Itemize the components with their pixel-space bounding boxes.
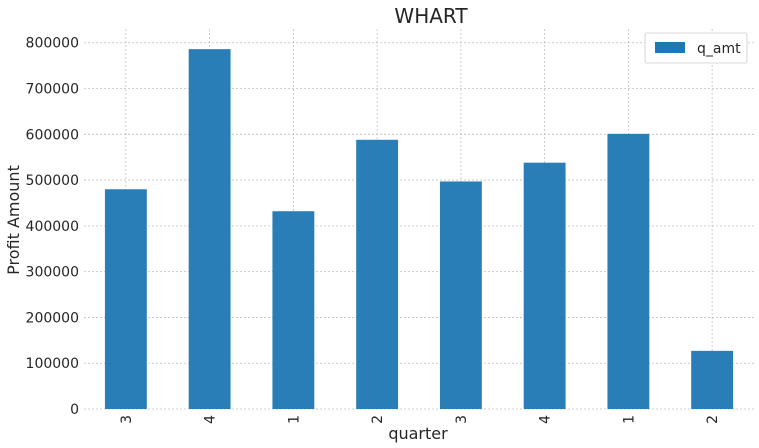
y-tick-label: 200000 bbox=[26, 310, 79, 326]
legend-label: q_amt bbox=[697, 41, 741, 57]
bars bbox=[104, 49, 734, 410]
y-tick-label: 600000 bbox=[26, 127, 79, 143]
x-tick-label: 2 bbox=[370, 415, 386, 424]
y-tick-label: 500000 bbox=[26, 173, 79, 189]
y-axis-ticks: 0 100000 200000 300000 400000 500000 600000 700… bbox=[26, 36, 79, 418]
y-tick-label: 400000 bbox=[26, 219, 79, 235]
bar bbox=[272, 211, 315, 409]
y-tick-label: 700000 bbox=[26, 82, 79, 98]
chart-title: WHART bbox=[394, 4, 468, 28]
bar bbox=[691, 350, 734, 409]
bar bbox=[356, 139, 399, 410]
legend-box bbox=[644, 32, 748, 64]
x-tick-label: 4 bbox=[203, 415, 219, 424]
legend: q_amt bbox=[644, 32, 748, 64]
x-tick-label: 1 bbox=[286, 415, 302, 424]
bar bbox=[523, 162, 566, 409]
y-axis-label: Profit Amount bbox=[4, 165, 23, 275]
x-axis-label: quarter bbox=[388, 424, 448, 443]
y-tick-label: 800000 bbox=[26, 36, 79, 52]
x-tick-label: 3 bbox=[119, 415, 135, 424]
y-tick-label: 100000 bbox=[26, 356, 79, 372]
legend-swatch bbox=[655, 42, 685, 53]
x-axis-ticks: 3 4 1 2 3 4 1 2 bbox=[119, 415, 721, 424]
bar bbox=[188, 49, 231, 409]
bar bbox=[607, 133, 650, 409]
x-tick-label: 4 bbox=[538, 415, 554, 424]
x-tick-label: 1 bbox=[621, 415, 637, 424]
x-tick-label: 3 bbox=[454, 415, 470, 424]
grid bbox=[84, 29, 754, 410]
bar bbox=[104, 189, 147, 409]
y-tick-label: 300000 bbox=[26, 265, 79, 281]
x-tick-label: 2 bbox=[705, 415, 721, 424]
bar bbox=[439, 181, 482, 409]
y-tick-label: 0 bbox=[70, 402, 79, 418]
